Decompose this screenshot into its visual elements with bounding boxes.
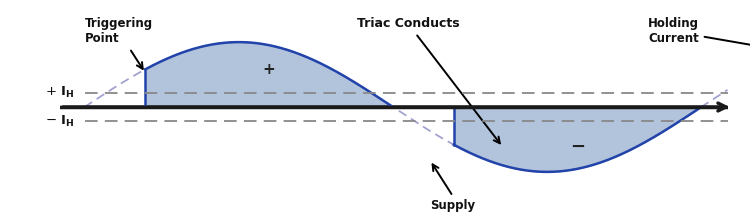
Text: Triac Conducts: Triac Conducts [357, 18, 500, 143]
Text: −: − [570, 138, 585, 156]
Text: Supply
Waveform: Supply Waveform [430, 164, 497, 214]
Text: $+\ \mathbf{I}_\mathbf{H}$: $+\ \mathbf{I}_\mathbf{H}$ [46, 85, 75, 100]
Text: Triggering
Point: Triggering Point [85, 18, 153, 69]
Text: +: + [262, 62, 275, 77]
Text: $-\ \mathbf{I}_\mathbf{H}$: $-\ \mathbf{I}_\mathbf{H}$ [46, 114, 75, 129]
Text: Holding
Current: Holding Current [648, 18, 750, 104]
